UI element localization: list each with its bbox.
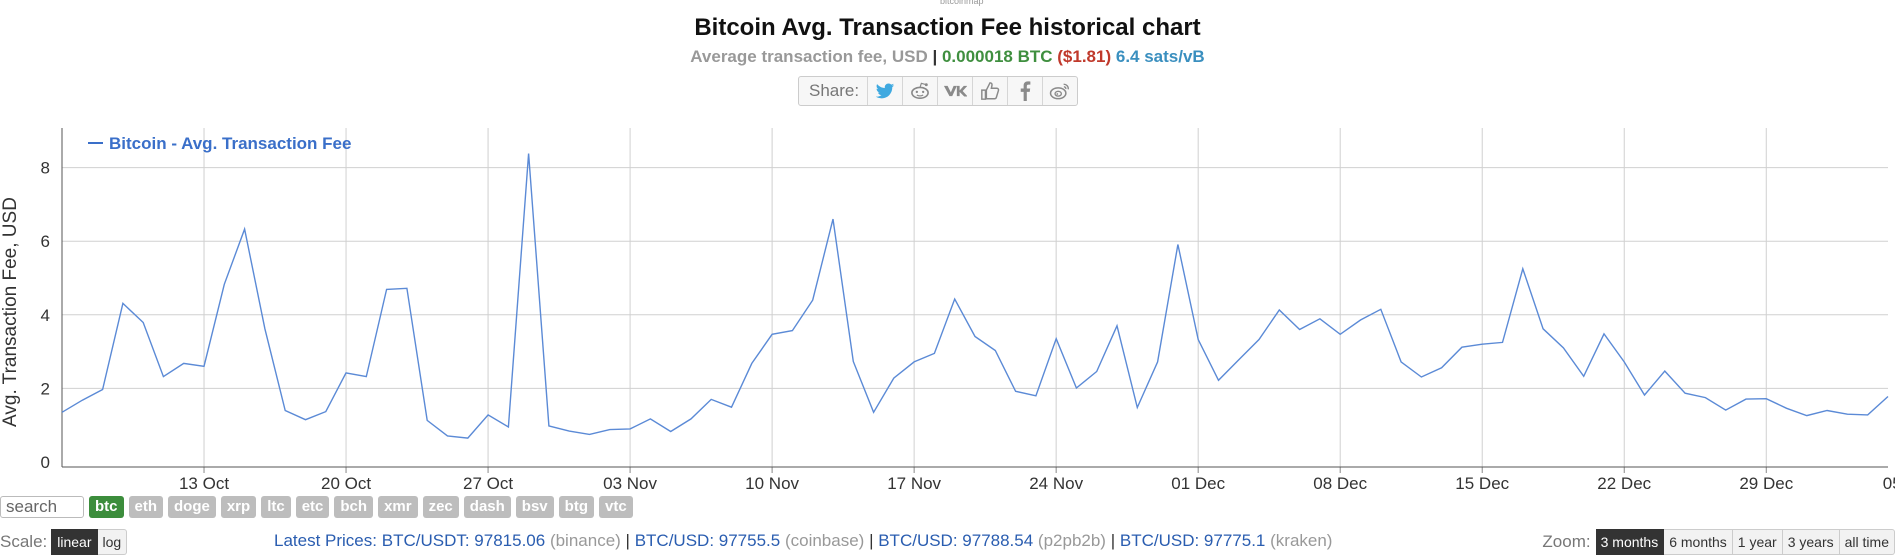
- price-link-kraken[interactable]: BTC/USD: 97775.1: [1119, 531, 1266, 550]
- zoom-all-time-button[interactable]: all time: [1839, 529, 1895, 555]
- subtitle: Average transaction fee, USD | 0.000018 …: [0, 47, 1895, 67]
- share-bar: Share:: [798, 76, 1079, 106]
- facebook-icon[interactable]: [1007, 77, 1042, 105]
- price-exchange-p2pb2b: (p2pb2b): [1037, 531, 1106, 550]
- fee-sats-value: 6.4 sats/vB: [1115, 47, 1205, 66]
- coin-xmr[interactable]: xmr: [378, 496, 418, 518]
- price-link-p2pb2b[interactable]: BTC/USD: 97788.54: [878, 531, 1034, 550]
- site-watermark: bitcoinmap: [940, 0, 984, 6]
- x-tick-label: 17 Nov: [887, 474, 941, 492]
- y-tick-label: 4: [41, 306, 50, 325]
- zoom-label: Zoom:: [1542, 532, 1591, 551]
- coin-bsv[interactable]: bsv: [515, 496, 554, 518]
- x-tick-label: 15 Dec: [1455, 474, 1509, 492]
- zoom-6-months-button[interactable]: 6 months: [1664, 529, 1733, 555]
- x-tick-label: 13 Oct: [179, 474, 229, 492]
- coin-ltc[interactable]: ltc: [261, 496, 291, 518]
- latest-prices: Latest Prices: BTC/USDT: 97815.06 (binan…: [274, 531, 1332, 551]
- scale-linear-button[interactable]: linear: [51, 529, 98, 555]
- scale-label: Scale:: [0, 532, 48, 551]
- chart-legend[interactable]: Bitcoin - Avg. Transaction Fee: [88, 134, 351, 153]
- search-input[interactable]: [0, 496, 84, 518]
- fee-chart: 0 2 4 6 8 13 Oct 20 Oct 27 Oct 03 Nov 10 Nov 17 No…: [0, 128, 1895, 492]
- zoom-1-year-button[interactable]: 1 year: [1732, 529, 1783, 555]
- price-exchange-binance: (binance): [549, 531, 621, 550]
- price-link-coinbase[interactable]: BTC/USD: 97755.5: [634, 531, 781, 550]
- coin-bch[interactable]: bch: [334, 496, 374, 518]
- x-tick-label: 22 Dec: [1597, 474, 1651, 492]
- x-tick-label: 10 Nov: [745, 474, 799, 492]
- price-exchange-coinbase: (coinbase): [784, 531, 865, 550]
- x-tick-label: 20 Oct: [321, 474, 371, 492]
- scale-selector: Scale: linear log: [0, 529, 128, 555]
- zoom-3-months-button[interactable]: 3 months: [1595, 529, 1665, 555]
- subtitle-label: Average transaction fee, USD: [690, 47, 928, 66]
- x-tick-label: 03 Nov: [603, 474, 657, 492]
- coin-eth[interactable]: eth: [128, 496, 163, 518]
- scale-log-button[interactable]: log: [97, 529, 128, 555]
- legend-label: Bitcoin - Avg. Transaction Fee: [109, 134, 351, 153]
- coin-doge[interactable]: doge: [168, 496, 216, 518]
- y-tick-label: 8: [41, 159, 50, 178]
- price-separator: |: [1110, 531, 1116, 550]
- coin-zec[interactable]: zec: [422, 496, 459, 518]
- x-tick-label: 27 Oct: [463, 474, 513, 492]
- share-label: Share:: [809, 81, 860, 100]
- subtitle-separator: |: [932, 47, 938, 66]
- series-line-avg-transaction-fee: [61, 153, 1889, 439]
- coin-btg[interactable]: btg: [558, 496, 594, 518]
- coin-vtc[interactable]: vtc: [598, 496, 633, 518]
- x-tick-label: 29 Dec: [1739, 474, 1793, 492]
- price-exchange-kraken: (kraken): [1270, 531, 1333, 550]
- price-link-binance[interactable]: BTC/USDT: 97815.06: [381, 531, 546, 550]
- zoom-3-years-button[interactable]: 3 years: [1782, 529, 1840, 555]
- vk-icon[interactable]: [937, 77, 972, 105]
- chart-grid: [62, 128, 1888, 467]
- coin-dash[interactable]: dash: [463, 496, 511, 518]
- coin-etc[interactable]: etc: [295, 496, 330, 518]
- x-tick-label: 24 Nov: [1029, 474, 1083, 492]
- price-separator: |: [625, 531, 630, 550]
- latest-prices-label: Latest Prices:: [274, 531, 377, 550]
- y-tick-label: 0: [41, 453, 50, 472]
- reddit-icon[interactable]: [902, 77, 937, 105]
- coin-xrp[interactable]: xrp: [220, 496, 257, 518]
- coin-btc[interactable]: btc: [89, 496, 124, 518]
- page-title: Bitcoin Avg. Transaction Fee historical …: [694, 14, 1201, 41]
- fee-btc-value: 0.000018 BTC: [941, 47, 1053, 66]
- y-axis-label: Avg. Transaction Fee, USD: [0, 197, 21, 427]
- like-icon[interactable]: [972, 77, 1007, 105]
- y-tick-label: 6: [41, 232, 50, 251]
- x-tick-label: 01 Dec: [1171, 474, 1225, 492]
- chart-axes: 0 2 4 6 8 13 Oct 20 Oct 27 Oct 03 Nov 10 Nov 17 No…: [41, 128, 1895, 492]
- zoom-selector: Zoom: 3 months 6 months 1 year 3 years a…: [1542, 529, 1895, 555]
- weibo-icon[interactable]: [1042, 77, 1077, 105]
- x-tick-label: 05 Jan: [1883, 474, 1895, 492]
- x-tick-label: 08 Dec: [1313, 474, 1367, 492]
- coin-selector: btc eth doge xrp ltc etc bch xmr zec das…: [0, 496, 633, 518]
- twitter-icon[interactable]: [867, 77, 902, 105]
- y-tick-label: 2: [41, 379, 50, 398]
- fee-usd-value: ($1.81): [1057, 47, 1112, 66]
- chart-series: [61, 153, 1889, 439]
- price-separator: |: [869, 531, 874, 550]
